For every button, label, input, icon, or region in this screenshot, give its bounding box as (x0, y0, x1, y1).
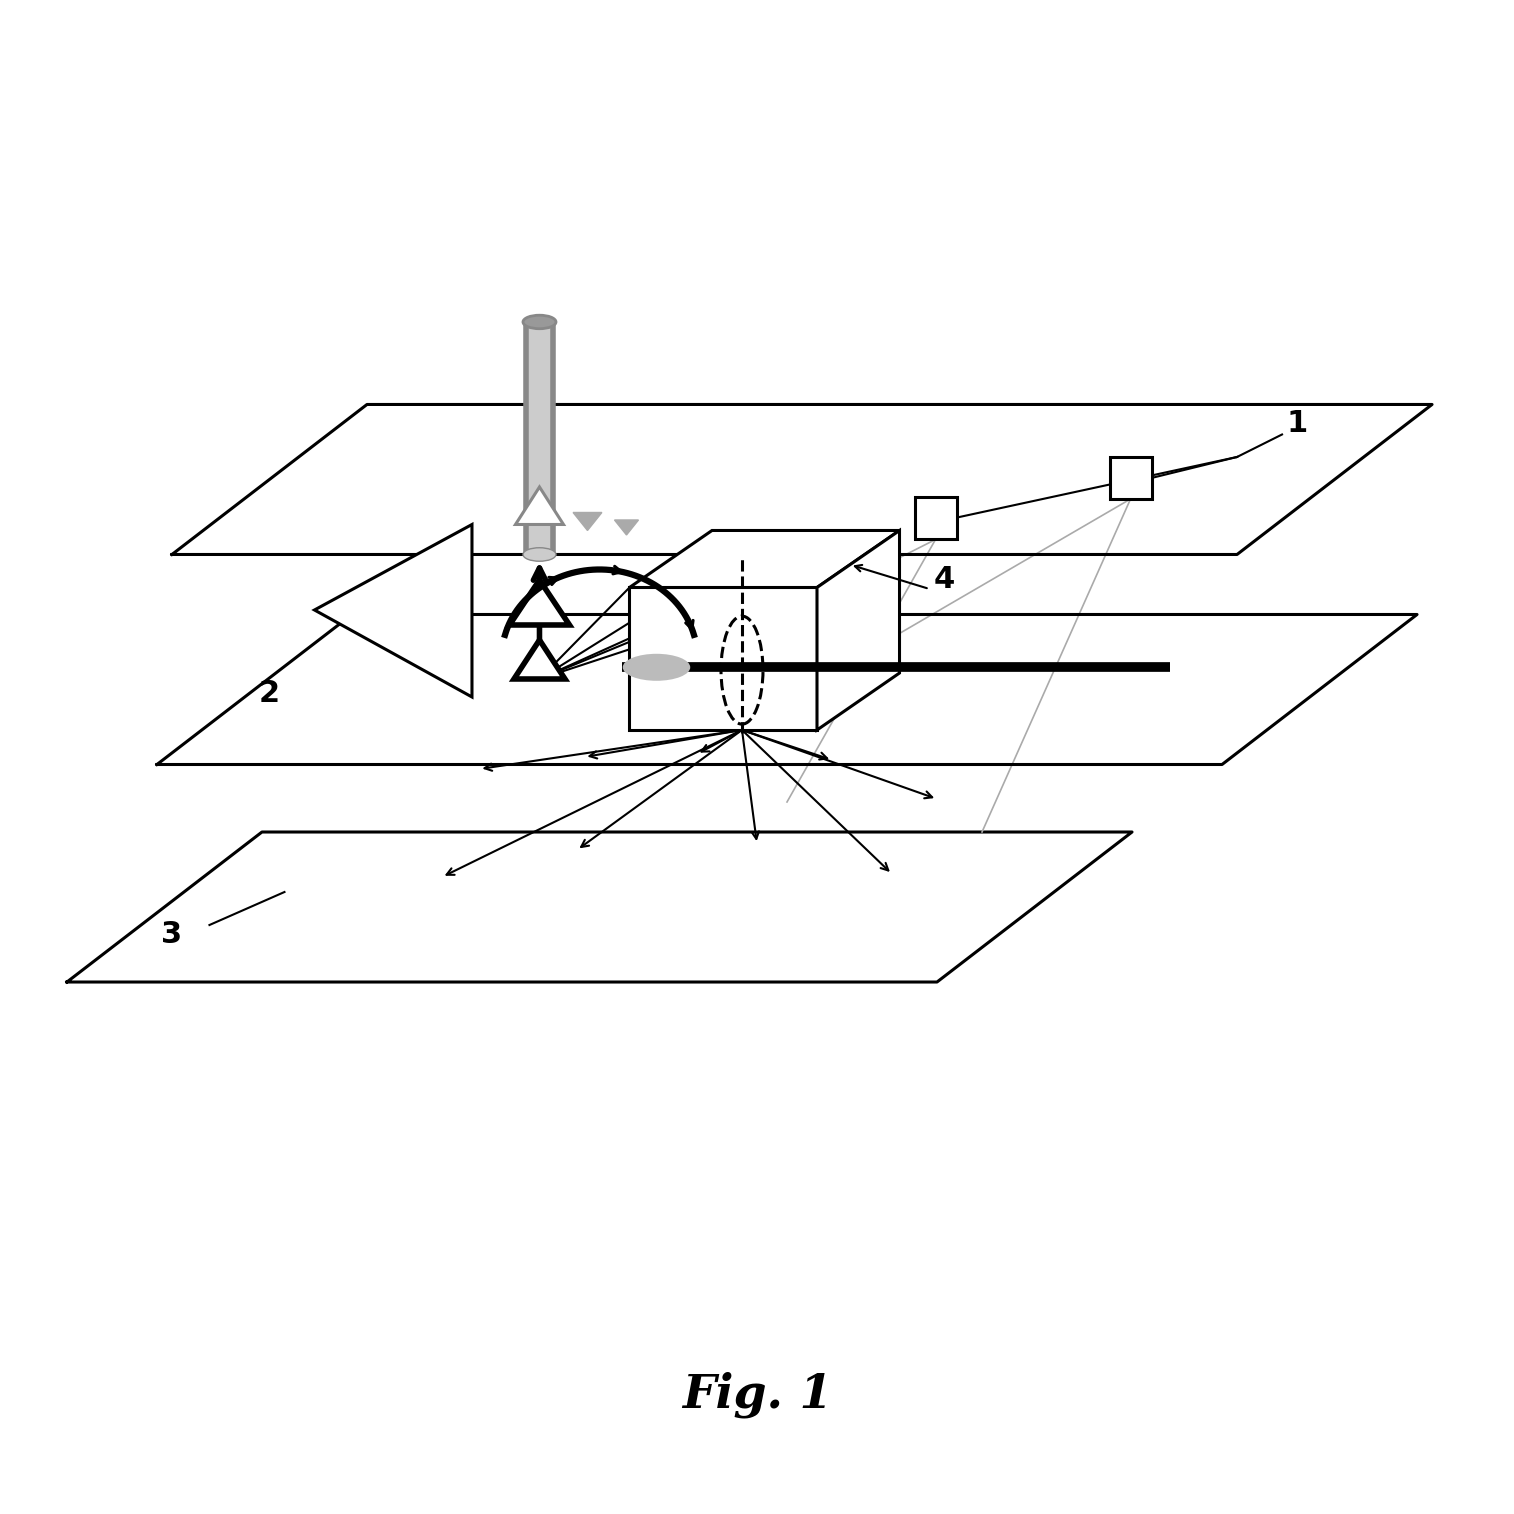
Polygon shape (630, 587, 818, 730)
Bar (914, 498, 957, 539)
Ellipse shape (522, 548, 556, 562)
Bar (1110, 457, 1152, 500)
Text: 4: 4 (934, 566, 955, 595)
Polygon shape (510, 580, 569, 625)
Ellipse shape (522, 315, 556, 329)
Text: 1: 1 (1287, 409, 1308, 439)
Polygon shape (818, 530, 899, 730)
Polygon shape (630, 530, 899, 587)
Text: 2: 2 (259, 680, 280, 709)
Polygon shape (574, 512, 603, 530)
Polygon shape (315, 524, 472, 696)
Polygon shape (615, 519, 639, 534)
Text: Fig. 1: Fig. 1 (681, 1372, 833, 1417)
Polygon shape (515, 488, 563, 524)
Text: 3: 3 (162, 919, 183, 948)
Polygon shape (513, 640, 565, 678)
Ellipse shape (622, 654, 690, 681)
